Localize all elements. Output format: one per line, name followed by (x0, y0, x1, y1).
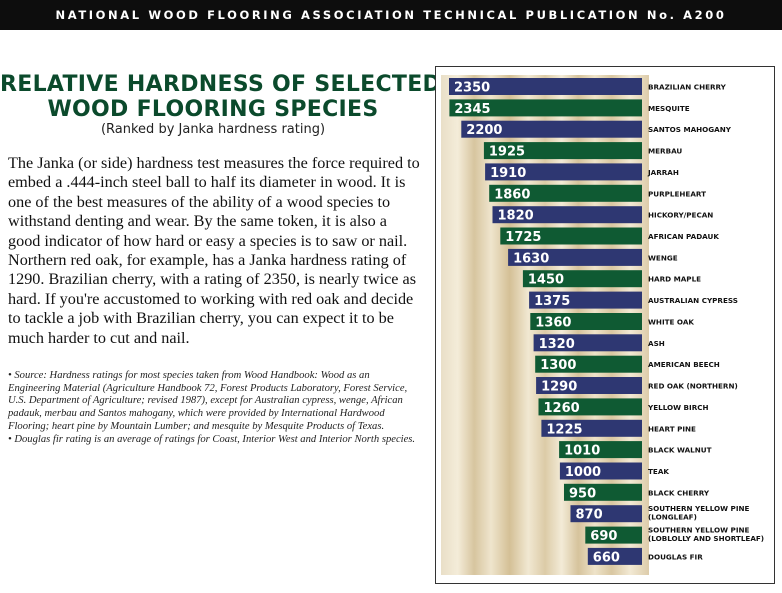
douglas-fir-note: • Douglas fir rating is an average of ra… (8, 433, 416, 445)
category-label: PURPLEHEART (648, 189, 706, 198)
bar-value-label: 1375 (534, 294, 570, 309)
category-label-line: (LONGLEAF) (648, 512, 697, 521)
bar-value-label: 1820 (498, 209, 534, 224)
category-label: BLACK CHERRY (648, 488, 710, 497)
page-title-line-2: WOOD FLOORING SPECIES (47, 97, 379, 122)
category-label: MESQUITE (648, 104, 690, 113)
hardness-chart: 2350 2345 2200 1925 1910 1860 1820 1725 1630 1450… (435, 66, 775, 584)
bar (535, 355, 642, 373)
bar (449, 99, 642, 117)
category-label: BLACK WALNUT (648, 446, 712, 455)
bar (483, 142, 642, 160)
category-label: MERBAU (648, 147, 682, 156)
page-subtitle: (Ranked by Janka hardness rating) (100, 122, 326, 137)
bar (559, 441, 642, 459)
category-label: SOUTHERN YELLOW PINE (LONGLEAF) (648, 504, 750, 521)
bar-value-label: 1300 (540, 358, 576, 373)
category-label: AUSTRALIAN CYPRESS (648, 296, 738, 305)
bar-value-label: 950 (569, 486, 596, 501)
category-label-line: SOUTHERN YELLOW PINE (648, 504, 750, 513)
category-label: SOUTHERN YELLOW PINE (LOBLOLLY AND SHORTL… (648, 526, 764, 543)
page-title-line-1: RELATIVE HARDNESS OF SELECTED (0, 72, 442, 97)
category-label-line: SOUTHERN YELLOW PINE (648, 526, 750, 535)
bar-value-label: 1290 (541, 380, 577, 395)
bar (587, 547, 642, 565)
bar-value-label: 1320 (539, 337, 575, 352)
bar (492, 206, 642, 224)
bar (461, 120, 642, 138)
bar-value-label: 1260 (544, 401, 580, 416)
category-label: HEART PINE (648, 424, 696, 433)
category-label: JARRAH (647, 168, 679, 177)
bar (564, 483, 642, 501)
category-label: HARD MAPLE (648, 275, 701, 284)
bar-value-label: 1000 (565, 465, 601, 480)
category-label: RED OAK (NORTHERN) (648, 382, 738, 391)
bar (529, 291, 642, 309)
bar (533, 334, 642, 352)
bar-value-label: 1630 (513, 251, 549, 266)
bar-value-label: 1860 (494, 187, 530, 202)
bar (530, 313, 642, 330)
category-label: TEAK (648, 467, 669, 476)
category-label: ASH (648, 339, 665, 348)
bar (522, 270, 642, 288)
bar-value-label: 1450 (528, 273, 564, 288)
bar (449, 78, 642, 95)
category-label: WHITE OAK (648, 318, 694, 327)
bar (570, 505, 642, 523)
category-label-line: (LOBLOLLY AND SHORTLEAF) (648, 534, 764, 543)
bar (538, 398, 642, 416)
bar-value-label: 660 (593, 550, 620, 565)
category-label: YELLOW BIRCH (647, 403, 709, 412)
category-label: HICKORY/PECAN (648, 211, 713, 220)
bar (508, 248, 642, 266)
publication-banner: NATIONAL WOOD FLOORING ASSOCIATION TECHN… (0, 0, 782, 30)
bar (489, 184, 642, 202)
bar-value-label: 1010 (564, 444, 600, 459)
bar (536, 377, 642, 394)
bar (585, 526, 642, 544)
category-label: DOUGLAS FIR (648, 552, 703, 561)
category-label: AFRICAN PADAUK (648, 232, 719, 241)
category-label: WENGE (648, 253, 678, 262)
category-label: AMERICAN BEECH (648, 360, 720, 369)
bar (485, 163, 642, 181)
bar-value-label: 1725 (505, 230, 541, 245)
bar (500, 227, 642, 245)
bar (559, 462, 642, 480)
article-body: The Janka (or side) hardness test measur… (8, 154, 420, 347)
bar-value-label: 1910 (490, 166, 526, 181)
bar-value-label: 1925 (489, 145, 525, 160)
bar-value-label: 1360 (535, 316, 571, 331)
bar-value-label: 2345 (454, 102, 490, 117)
bar-value-label: 690 (590, 529, 617, 544)
category-label: SANTOS MAHOGANY (648, 125, 732, 134)
bar-value-label: 2200 (466, 123, 502, 138)
category-label: BRAZILIAN CHERRY (648, 83, 727, 92)
bar (541, 419, 642, 437)
source-note: • Source: Hardness ratings for most spec… (8, 370, 408, 432)
bar-value-label: 2350 (454, 81, 490, 96)
hardness-bar-chart: 2350 2345 2200 1925 1910 1860 1820 1725 1630 1450… (441, 75, 764, 575)
bar-value-label: 1225 (546, 422, 582, 437)
bar-value-label: 870 (576, 508, 603, 523)
source-notes: • Source: Hardness ratings for most spec… (8, 370, 424, 446)
